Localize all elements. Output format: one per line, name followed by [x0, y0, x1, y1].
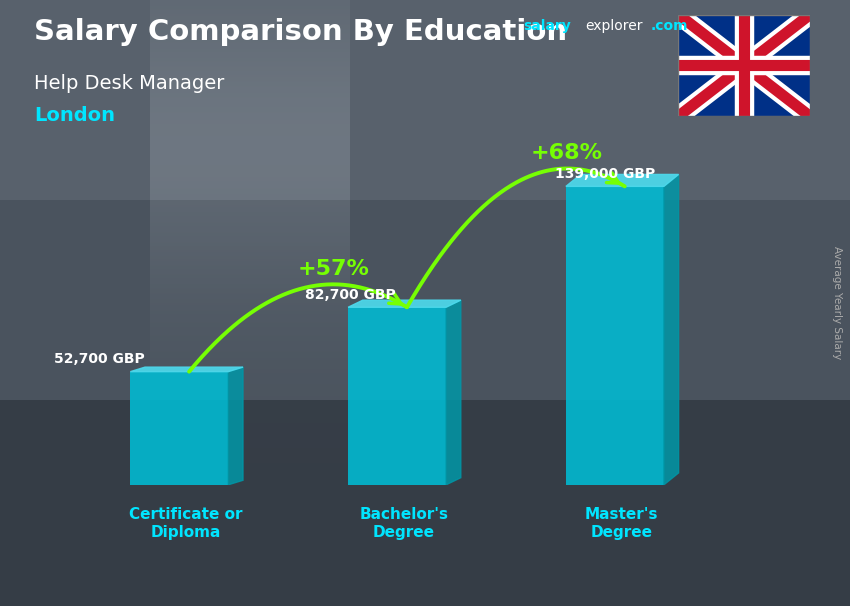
Text: 52,700 GBP: 52,700 GBP: [54, 352, 144, 366]
Text: Master's
Degree: Master's Degree: [585, 507, 659, 540]
Polygon shape: [664, 175, 678, 485]
Text: 139,000 GBP: 139,000 GBP: [555, 167, 655, 181]
Text: .com: .com: [651, 19, 688, 33]
Bar: [348, 307, 446, 485]
Text: +57%: +57%: [298, 259, 370, 279]
Text: explorer: explorer: [585, 19, 643, 33]
Text: Salary Comparison By Education: Salary Comparison By Education: [34, 18, 567, 46]
Bar: [130, 371, 229, 485]
Polygon shape: [130, 367, 243, 371]
Text: London: London: [34, 106, 115, 125]
Bar: [566, 187, 664, 485]
Text: +68%: +68%: [530, 143, 603, 163]
Polygon shape: [348, 300, 461, 307]
Text: salary: salary: [523, 19, 570, 33]
Text: Bachelor's
Degree: Bachelor's Degree: [360, 507, 449, 540]
Text: Average Yearly Salary: Average Yearly Salary: [832, 247, 842, 359]
Polygon shape: [566, 175, 678, 187]
Text: 82,700 GBP: 82,700 GBP: [304, 288, 395, 302]
Polygon shape: [446, 300, 461, 485]
Polygon shape: [229, 367, 243, 485]
Text: Help Desk Manager: Help Desk Manager: [34, 74, 224, 93]
Text: Certificate or
Diploma: Certificate or Diploma: [129, 507, 243, 540]
